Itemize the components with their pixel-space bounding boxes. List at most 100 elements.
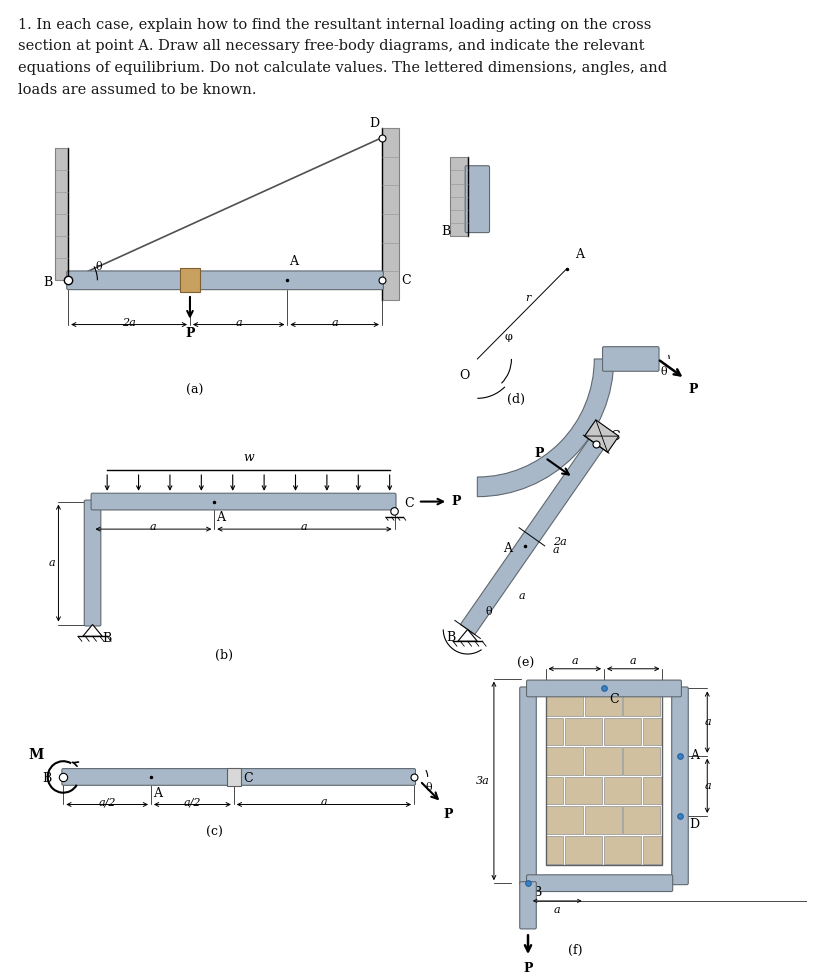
- Bar: [545, 806, 582, 834]
- Text: w: w: [243, 451, 254, 465]
- Text: (b): (b): [215, 649, 232, 662]
- Bar: [545, 777, 562, 805]
- Bar: [603, 718, 640, 745]
- Text: a: a: [553, 905, 560, 915]
- Bar: [381, 128, 399, 300]
- Text: B: B: [42, 772, 51, 785]
- Text: a: a: [301, 522, 308, 532]
- FancyBboxPatch shape: [62, 768, 415, 785]
- Bar: [623, 689, 660, 716]
- Bar: [545, 836, 562, 864]
- Text: A: A: [153, 787, 162, 800]
- Text: B: B: [446, 631, 456, 645]
- Text: 3a: 3a: [476, 776, 490, 786]
- Text: a/2: a/2: [98, 798, 116, 807]
- Bar: [584, 747, 621, 775]
- Bar: [603, 836, 640, 864]
- Text: a: a: [320, 798, 327, 807]
- Text: equations of equilibrium. Do not calculate values. The lettered dimensions, angl: equations of equilibrium. Do not calcula…: [17, 61, 666, 75]
- Polygon shape: [83, 624, 103, 636]
- Text: A: A: [289, 255, 298, 269]
- Text: a: a: [49, 558, 55, 568]
- Bar: [623, 747, 660, 775]
- Text: O: O: [459, 369, 469, 382]
- Text: P: P: [185, 326, 194, 340]
- Bar: [643, 836, 662, 864]
- Text: 2a: 2a: [122, 318, 136, 327]
- Bar: [584, 689, 621, 716]
- Bar: [180, 269, 199, 292]
- Text: B: B: [43, 276, 53, 288]
- FancyBboxPatch shape: [519, 687, 536, 884]
- Text: D: D: [689, 818, 699, 831]
- Text: P: P: [688, 383, 697, 395]
- Text: P: P: [442, 808, 452, 821]
- Bar: [545, 689, 662, 866]
- Text: section at point A. Draw all necessary free-body diagrams, and indicate the rele: section at point A. Draw all necessary f…: [17, 39, 643, 54]
- Text: B: B: [440, 225, 450, 238]
- FancyBboxPatch shape: [602, 347, 658, 371]
- Text: M: M: [28, 748, 44, 763]
- Text: D: D: [369, 117, 379, 130]
- Circle shape: [390, 507, 398, 515]
- Text: B: B: [531, 886, 541, 899]
- Bar: [227, 768, 241, 786]
- Bar: [545, 718, 562, 745]
- Text: C: C: [608, 693, 618, 706]
- Bar: [643, 718, 662, 745]
- Polygon shape: [584, 420, 618, 452]
- Wedge shape: [477, 359, 613, 497]
- Text: A: A: [216, 511, 225, 524]
- Bar: [545, 747, 582, 775]
- Text: P: P: [451, 495, 460, 508]
- Text: B: B: [103, 632, 112, 646]
- Text: (d): (d): [507, 393, 524, 406]
- Text: loads are assumed to be known.: loads are assumed to be known.: [17, 83, 256, 96]
- Text: 1. In each case, explain how to find the resultant internal loading acting on th: 1. In each case, explain how to find the…: [17, 18, 650, 32]
- Text: (a): (a): [186, 384, 203, 396]
- Text: (c): (c): [206, 826, 222, 840]
- Text: A: A: [689, 749, 698, 763]
- Text: θ: θ: [425, 783, 432, 793]
- Text: φ: φ: [504, 332, 512, 342]
- Text: C: C: [243, 772, 253, 785]
- Text: C: C: [609, 430, 619, 443]
- Text: C: C: [401, 274, 410, 286]
- FancyBboxPatch shape: [67, 271, 383, 289]
- Text: a: a: [235, 318, 241, 327]
- Text: A: A: [574, 247, 583, 261]
- FancyBboxPatch shape: [465, 166, 489, 233]
- Polygon shape: [457, 629, 477, 641]
- Text: a: a: [704, 717, 710, 727]
- Text: a: a: [552, 544, 559, 554]
- Text: a: a: [150, 522, 156, 532]
- Text: a: a: [518, 591, 524, 601]
- Text: (e): (e): [517, 657, 534, 670]
- Bar: [564, 718, 601, 745]
- Bar: [450, 158, 467, 236]
- Bar: [643, 777, 662, 805]
- Bar: [623, 806, 660, 834]
- Polygon shape: [460, 439, 603, 634]
- Bar: [603, 777, 640, 805]
- Text: θ: θ: [660, 367, 667, 377]
- Text: r: r: [525, 292, 530, 303]
- Text: 2a: 2a: [552, 537, 566, 546]
- FancyBboxPatch shape: [526, 875, 672, 891]
- Text: θ: θ: [95, 262, 102, 272]
- FancyBboxPatch shape: [91, 493, 395, 510]
- Text: a/2: a/2: [184, 798, 201, 807]
- Text: a: a: [571, 656, 577, 666]
- FancyBboxPatch shape: [671, 687, 687, 884]
- Bar: [564, 836, 601, 864]
- Text: a: a: [331, 318, 337, 327]
- Text: (f): (f): [566, 944, 581, 957]
- Bar: [564, 777, 601, 805]
- Bar: [545, 689, 582, 716]
- Text: a: a: [629, 656, 636, 666]
- Text: A: A: [502, 542, 511, 554]
- FancyBboxPatch shape: [519, 881, 536, 929]
- FancyBboxPatch shape: [526, 680, 681, 696]
- Text: a: a: [704, 781, 710, 791]
- Text: C: C: [404, 497, 414, 510]
